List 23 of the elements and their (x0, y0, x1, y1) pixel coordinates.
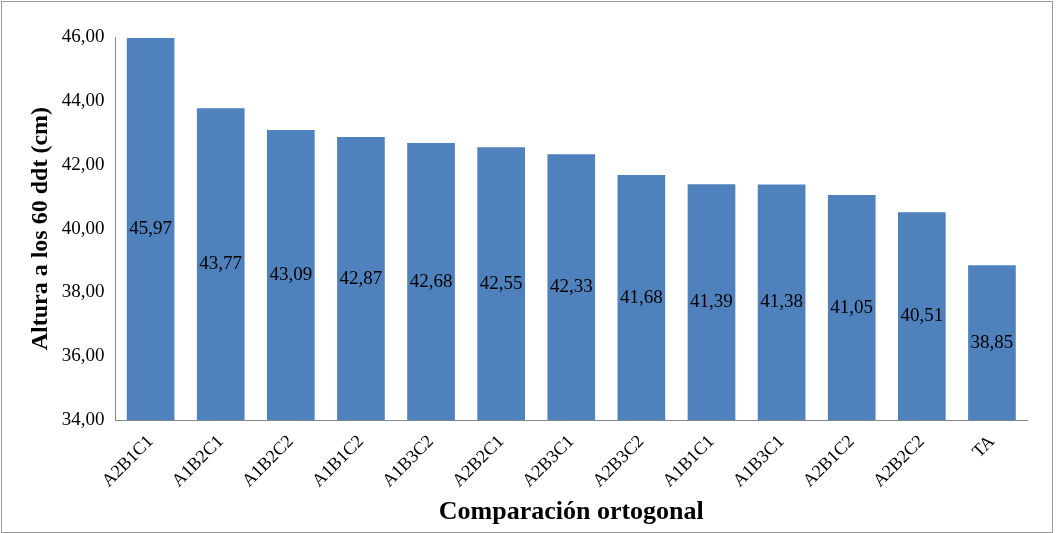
y-tick-label: 38,00 (61, 280, 105, 302)
data-label: 41,38 (760, 290, 803, 312)
x-axis-title: Comparación ortogonal (438, 496, 704, 526)
data-label: 38,85 (970, 330, 1014, 352)
y-tick-label: 36,00 (61, 344, 105, 366)
y-tick-label: 42,00 (61, 152, 105, 174)
data-label: 41,68 (620, 285, 663, 307)
data-label: 43,77 (199, 252, 243, 274)
y-tick-label: 44,00 (61, 88, 105, 110)
data-label: 42,68 (409, 269, 453, 291)
y-tick-label: 40,00 (61, 216, 105, 238)
data-label: 45,97 (129, 217, 172, 239)
y-axis-title: Altura a los 60 ddt (cm) (25, 106, 52, 351)
data-label: 41,39 (690, 290, 733, 312)
x-tick-label: TA (968, 430, 999, 462)
data-label: 42,87 (339, 266, 383, 288)
data-label: 41,05 (830, 295, 874, 317)
data-label: 42,55 (479, 271, 523, 293)
data-label: 40,51 (900, 304, 944, 326)
data-label: 43,09 (269, 263, 313, 285)
y-tick-label: 46,00 (61, 24, 105, 46)
data-label: 42,33 (549, 275, 593, 297)
y-tick-label: 34,00 (61, 408, 105, 430)
